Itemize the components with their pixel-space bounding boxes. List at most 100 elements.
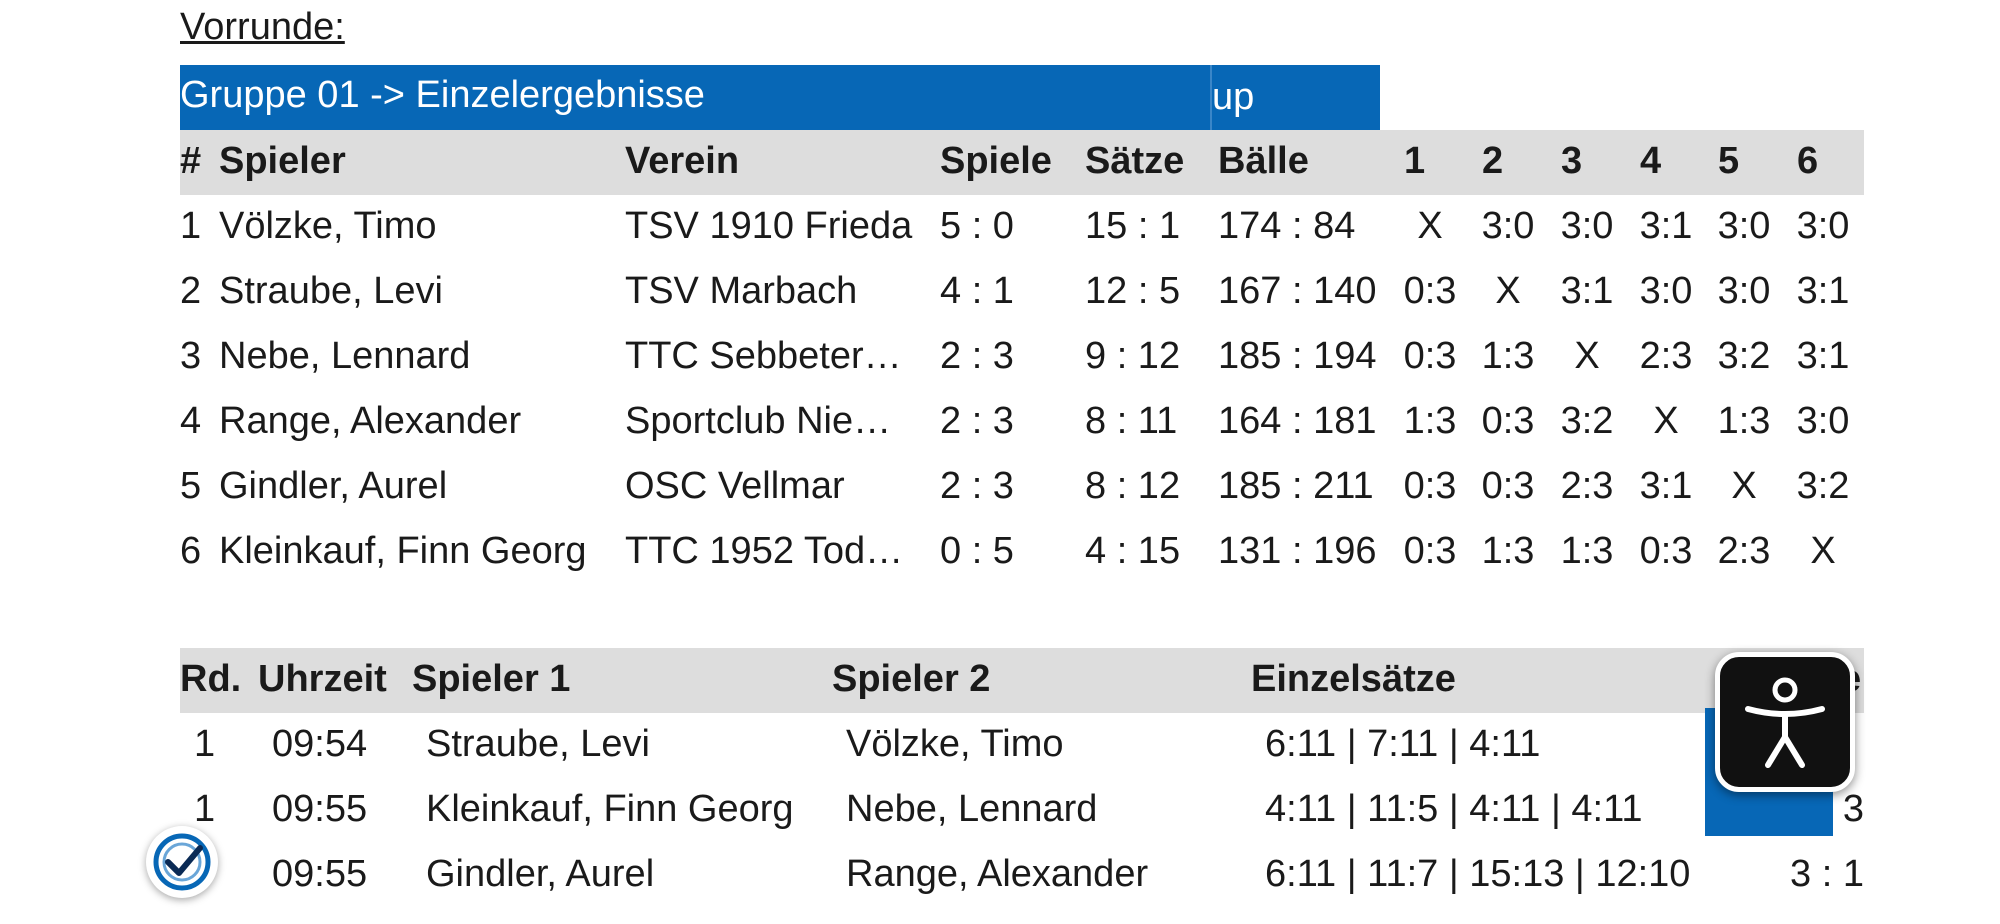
rank-cell: 5: [180, 465, 202, 507]
club-cell[interactable]: Sportclub Nie…: [625, 400, 892, 442]
col-opp-3: 3: [1561, 140, 1583, 182]
time-cell: 09:55: [272, 788, 368, 830]
rank-cell: 1: [180, 205, 202, 247]
match-score-cell: 3:0: [1639, 270, 1693, 312]
result-cell: 3: [1842, 788, 1864, 830]
col-time: Uhrzeit: [258, 658, 387, 700]
player-cell[interactable]: Straube, Levi: [219, 270, 443, 312]
col-player-2: Spieler 2: [832, 658, 991, 700]
balls-cell: 164 : 181: [1218, 400, 1377, 442]
match-score-cell: 1:3: [1717, 400, 1771, 442]
match-score-cell: 3:0: [1560, 205, 1614, 247]
col-opp-6: 6: [1797, 140, 1819, 182]
games-cell: 2 : 3: [940, 335, 1014, 377]
match-score-cell: 1:3: [1481, 335, 1535, 377]
table-row: 4 Range, Alexander Sportclub Nie… 2 : 3 8 : …: [180, 390, 1864, 455]
club-cell[interactable]: TTC 1952 Tod…: [625, 530, 904, 572]
match-score-cell: 0:3: [1639, 530, 1693, 572]
sets-cell: 4 : 15: [1085, 530, 1181, 572]
col-set-scores: Einzelsätze: [1251, 658, 1456, 700]
balls-cell: 131 : 196: [1218, 530, 1377, 572]
col-player: Spieler: [219, 140, 346, 182]
group-title: Gruppe 01 -> Einzelergebnisse: [180, 74, 705, 116]
player-1-cell: Straube, Levi: [426, 723, 650, 765]
match-score-cell: 2:3: [1717, 530, 1771, 572]
match-score-cell: 3:2: [1717, 335, 1771, 377]
trust-badge[interactable]: [146, 826, 218, 898]
player-cell[interactable]: Völzke, Timo: [219, 205, 437, 247]
player-cell[interactable]: Nebe, Lennard: [219, 335, 471, 377]
match-score-cell: X: [1495, 270, 1521, 312]
balls-cell: 185 : 211: [1218, 465, 1374, 507]
match-score-cell: 3:1: [1796, 335, 1850, 377]
match-score-cell: 3:1: [1639, 465, 1693, 507]
balls-cell: 167 : 140: [1218, 270, 1377, 312]
col-opp-4: 4: [1640, 140, 1662, 182]
sets-cell: 8 : 11: [1085, 400, 1178, 442]
match-score-cell: X: [1653, 400, 1679, 442]
match-row: 1 09:54 Straube, Levi Völzke, Timo 6:11 | 7:…: [180, 713, 1864, 778]
table-row: 5 Gindler, Aurel OSC Vellmar 2 : 3 8 : 12 185…: [180, 455, 1864, 520]
match-score-cell: 3:1: [1796, 270, 1850, 312]
table-row: 2 Straube, Levi TSV Marbach 4 : 1 12 : 5 167 …: [180, 260, 1864, 325]
col-games: Spiele: [940, 140, 1052, 182]
player-1-cell: Gindler, Aurel: [426, 853, 655, 895]
match-score-cell: 0:3: [1481, 400, 1535, 442]
rank-cell: 3: [180, 335, 202, 377]
games-cell: 0 : 5: [940, 530, 1014, 572]
player-2-cell: Nebe, Lennard: [846, 788, 1098, 830]
player-cell[interactable]: Kleinkauf, Finn Georg: [219, 530, 587, 572]
match-score-cell: 2:3: [1639, 335, 1693, 377]
match-score-cell: 3:0: [1481, 205, 1535, 247]
match-score-cell: 3:2: [1560, 400, 1614, 442]
col-round: Rd.: [180, 658, 242, 700]
match-score-cell: 3:0: [1717, 270, 1771, 312]
match-score-cell: 0:3: [1403, 270, 1457, 312]
player-2-cell: Range, Alexander: [846, 853, 1149, 895]
match-score-cell: X: [1417, 205, 1443, 247]
round-cell: 1: [194, 723, 216, 765]
match-score-cell: 3:0: [1796, 400, 1850, 442]
balls-cell: 174 : 84: [1218, 205, 1356, 247]
group-header-bar: Gruppe 01 -> Einzelergebnisse up: [180, 65, 1380, 130]
player-cell[interactable]: Gindler, Aurel: [219, 465, 448, 507]
round-cell: 1: [194, 788, 216, 830]
set-scores-cell: 4:11 | 11:5 | 4:11 | 4:11: [1265, 788, 1643, 830]
results-header-row: # Spieler Verein Spiele Sätze Bälle 1 2 …: [180, 130, 1864, 195]
col-sets: Sätze: [1085, 140, 1185, 182]
match-score-cell: 3:2: [1796, 465, 1850, 507]
club-cell[interactable]: TTC Sebbeter…: [625, 335, 902, 377]
check-badge-icon: [153, 833, 211, 891]
set-scores-cell: 6:11 | 7:11 | 4:11: [1265, 723, 1541, 765]
set-scores-cell: 6:11 | 11:7 | 15:13 | 12:10: [1265, 853, 1691, 895]
club-cell[interactable]: OSC Vellmar: [625, 465, 845, 507]
match-score-cell: 3:1: [1639, 205, 1693, 247]
match-score-cell: 0:3: [1481, 465, 1535, 507]
time-cell: 09:54: [272, 723, 368, 765]
match-score-cell: 0:3: [1403, 465, 1457, 507]
accessibility-button[interactable]: [1715, 652, 1855, 792]
match-score-cell: 3:1: [1560, 270, 1614, 312]
player-cell[interactable]: Range, Alexander: [219, 400, 522, 442]
up-link[interactable]: up: [1210, 65, 1254, 130]
player-2-cell: Völzke, Timo: [846, 723, 1064, 765]
match-score-cell: 1:3: [1481, 530, 1535, 572]
rank-cell: 2: [180, 270, 202, 312]
club-cell[interactable]: TSV Marbach: [625, 270, 858, 312]
match-score-cell: 1:3: [1560, 530, 1614, 572]
match-score-cell: 1:3: [1403, 400, 1457, 442]
col-opp-5: 5: [1718, 140, 1740, 182]
matches-header-row: Rd. Uhrzeit Spieler 1 Spieler 2 Einzelsä…: [180, 648, 1864, 713]
games-cell: 4 : 1: [940, 270, 1014, 312]
balls-cell: 185 : 194: [1218, 335, 1377, 377]
table-row: 1 Völzke, Timo TSV 1910 Frieda 5 : 0 15 : 1 1…: [180, 195, 1864, 260]
match-score-cell: X: [1731, 465, 1757, 507]
club-cell[interactable]: TSV 1910 Frieda: [625, 205, 913, 247]
col-opp-1: 1: [1404, 140, 1426, 182]
section-title: Vorrunde:: [180, 6, 345, 48]
match-score-cell: 3:0: [1717, 205, 1771, 247]
match-score-cell: 0:3: [1403, 335, 1457, 377]
col-club: Verein: [625, 140, 740, 182]
sets-cell: 9 : 12: [1085, 335, 1181, 377]
